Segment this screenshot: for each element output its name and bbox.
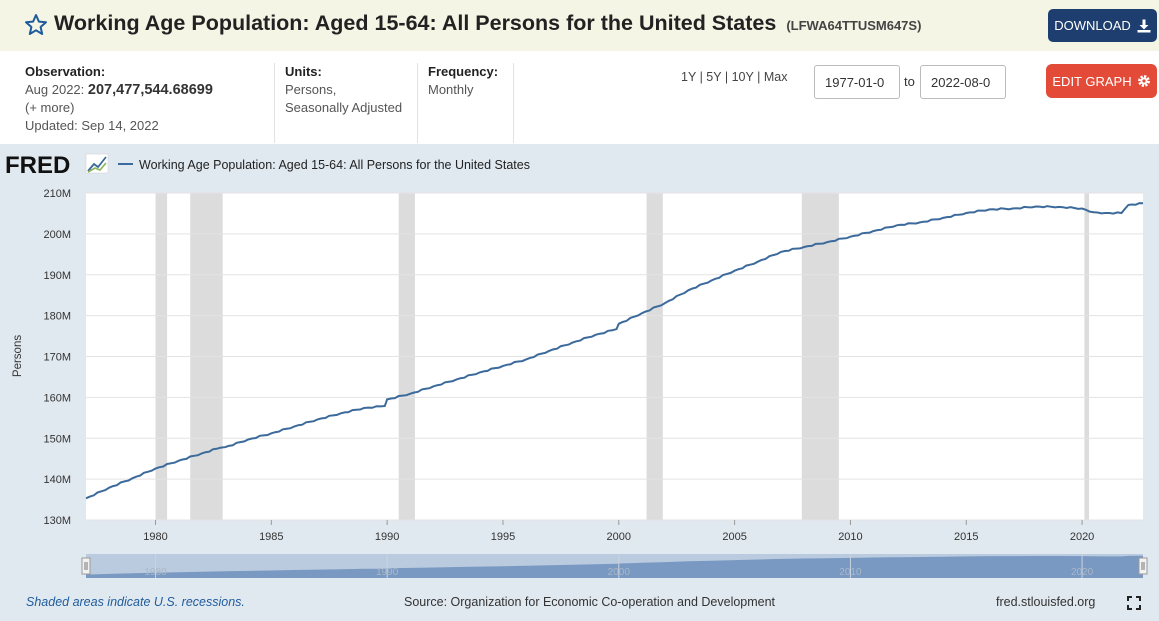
y-tick-label: 200M	[43, 229, 71, 241]
x-tick-label: 1985	[259, 531, 283, 543]
frequency-label: Frequency:	[428, 64, 499, 79]
chart-svg: FRED Working Age Population: Aged 15-64:…	[5, 152, 1148, 578]
fullscreen-icon[interactable]	[1127, 596, 1141, 610]
page-title: Working Age Population: Aged 15-64: All …	[54, 11, 921, 36]
x-tick-label: 2015	[954, 531, 978, 543]
range-1y-link[interactable]: 1Y	[681, 70, 697, 84]
x-tick-label: 2000	[607, 531, 631, 543]
navigator-left-handle[interactable]	[81, 557, 91, 575]
y-tick-label: 130M	[43, 515, 71, 527]
range-navigator[interactable]: 1980 1990 2000 2010 2020	[81, 554, 1148, 578]
legend-label: Working Age Population: Aged 15-64: All …	[139, 158, 530, 172]
end-date-input[interactable]	[920, 65, 1006, 99]
range-10y-link[interactable]: 10Y	[731, 70, 754, 84]
navigator-area	[86, 555, 1143, 578]
series-metadata: Observation: Aug 2022: 207,477,544.68699…	[0, 51, 1159, 144]
navigator-right-handle[interactable]	[1138, 557, 1148, 575]
y-tick-label: 210M	[43, 188, 71, 200]
fred-logo-text: FRED	[5, 152, 70, 179]
x-tick-label: 1990	[375, 531, 399, 543]
fred-chart-icon	[85, 153, 109, 174]
x-tick-label: 2005	[722, 531, 746, 543]
units-line-2: Seasonally Adjusted	[285, 100, 403, 115]
chart-area: FRED Working Age Population: Aged 15-64:…	[0, 144, 1159, 621]
updated-date: Updated: Sep 14, 2022	[25, 118, 159, 133]
frequency-block: Frequency: Monthly	[428, 63, 498, 99]
range-separator: |	[724, 70, 729, 84]
series-id: (LFWA64TTUSM647S)	[786, 18, 922, 33]
x-tick-label: 1980	[143, 531, 167, 543]
source-text: Source: Organization for Economic Co-ope…	[404, 595, 776, 609]
to-label: to	[904, 74, 915, 89]
x-tick-label: 2020	[1070, 531, 1094, 543]
range-max-link[interactable]: Max	[763, 70, 788, 84]
fred-logo: FRED	[5, 152, 109, 179]
download-button[interactable]: DOWNLOAD	[1048, 9, 1157, 42]
edit-graph-button[interactable]: EDIT GRAPH	[1046, 64, 1157, 98]
title-bar: Working Age Population: Aged 15-64: All …	[0, 0, 1159, 51]
navigator-ticks: 1980 1990 2000 2010 2020	[144, 554, 1094, 578]
y-tick-label: 160M	[43, 392, 71, 404]
observation-label: Observation:	[25, 64, 106, 79]
y-tick-label: 190M	[43, 270, 71, 282]
divider	[513, 63, 514, 143]
download-label: DOWNLOAD	[1054, 18, 1131, 33]
y-axis: 130M 140M 150M 160M 170M 180M 190M 200M 210M	[43, 188, 71, 527]
units-label: Units:	[285, 64, 322, 79]
frequency-value: Monthly	[428, 82, 474, 97]
star-outline-icon[interactable]	[24, 13, 48, 37]
navigator-tick-label: 2020	[1071, 567, 1094, 578]
download-icon	[1137, 19, 1151, 32]
more-link[interactable]: (+ more)	[25, 100, 75, 115]
range-selector: 1Y | 5Y | 10Y | Max	[681, 70, 787, 84]
x-tick-label: 1995	[491, 531, 515, 543]
navigator-selection[interactable]	[86, 554, 1143, 578]
y-axis-label: Persons	[12, 335, 24, 377]
y-tick-label: 140M	[43, 474, 71, 486]
edit-graph-label: EDIT GRAPH	[1052, 73, 1132, 89]
navigator-tick-label: 1990	[376, 567, 399, 578]
y-tick-label: 180M	[43, 311, 71, 323]
observation-value: 207,477,544.68699	[87, 82, 213, 98]
observation-block: Observation: Aug 2022: 207,477,544.68699…	[25, 63, 213, 135]
units-line-1: Persons,	[285, 82, 337, 97]
range-5y-link[interactable]: 5Y	[706, 70, 722, 84]
series-title: Working Age Population: Aged 15-64: All …	[54, 11, 777, 35]
units-block: Units: Persons, Seasonally Adjusted	[285, 63, 402, 117]
gridlines	[86, 192, 1143, 521]
x-axis: 1980 1985 1990 1995 2000 2005 2010 2015 2020	[143, 520, 1094, 543]
site-link[interactable]: fred.stlouisfed.org	[996, 595, 1096, 609]
y-tick-label: 150M	[43, 433, 71, 445]
observation-date: Aug 2022:	[25, 82, 85, 97]
divider	[274, 63, 275, 143]
range-separator: |	[757, 70, 761, 84]
series-line	[85, 202, 1144, 500]
gear-icon	[1137, 75, 1150, 87]
range-separator: |	[699, 70, 703, 84]
start-date-input[interactable]	[814, 65, 900, 99]
y-tick-label: 170M	[43, 352, 71, 364]
navigator-tick-label: 1980	[144, 567, 167, 578]
recession-note[interactable]: Shaded areas indicate U.S. recessions.	[26, 595, 245, 609]
x-tick-label: 2010	[838, 531, 862, 543]
divider	[417, 63, 418, 143]
navigator-tick-label: 2010	[839, 567, 862, 578]
navigator-tick-label: 2000	[608, 567, 631, 578]
